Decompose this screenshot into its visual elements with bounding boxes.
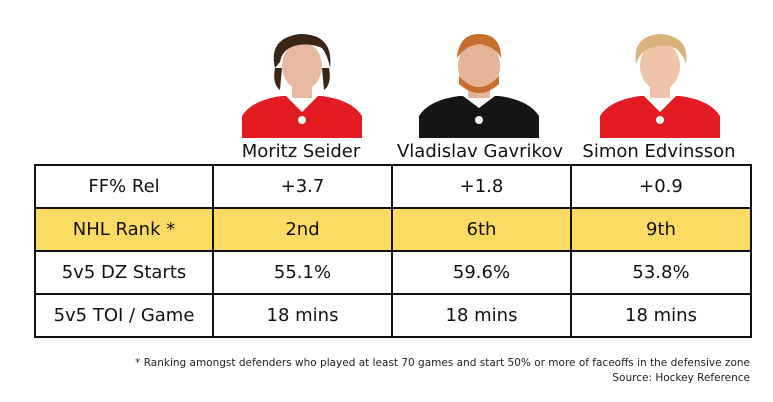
table-cell: 18 mins: [391, 293, 572, 338]
player-headshot-image: [242, 28, 362, 138]
player-name: Vladislav Gavrikov: [396, 141, 564, 162]
table-row-nhl-rank: NHL Rank * 2nd 6th 9th: [34, 207, 752, 252]
footnote-note: * Ranking amongst defenders who played a…: [135, 357, 750, 369]
row-label: NHL Rank *: [34, 207, 214, 252]
table-cell: +0.9: [570, 164, 752, 209]
table-cell: 55.1%: [212, 250, 393, 295]
row-label: FF% Rel: [34, 164, 214, 209]
table-cell: +3.7: [212, 164, 393, 209]
table-cell: 9th: [570, 207, 752, 252]
row-label: 5v5 TOI / Game: [34, 293, 214, 338]
table-row-toi: 5v5 TOI / Game 18 mins 18 mins 18 mins: [34, 293, 752, 338]
player-photo: [600, 28, 720, 138]
row-label: 5v5 DZ Starts: [34, 250, 214, 295]
table-cell: +1.8: [391, 164, 572, 209]
player-name: Simon Edvinsson: [582, 141, 736, 162]
table-cell: 53.8%: [570, 250, 752, 295]
player-name: Moritz Seider: [241, 141, 361, 162]
player-headshot-image: [419, 28, 539, 138]
table-row-ff-rel: FF% Rel +3.7 +1.8 +0.9: [34, 164, 752, 209]
table-cell: 59.6%: [391, 250, 572, 295]
footnote: * Ranking amongst defenders who played a…: [135, 356, 750, 386]
player-headshot-image: [600, 28, 720, 138]
table-cell: 18 mins: [212, 293, 393, 338]
stats-table: FF% Rel +3.7 +1.8 +0.9 NHL Rank * 2nd 6t…: [34, 164, 752, 338]
table-cell: 2nd: [212, 207, 393, 252]
table-row-dz-starts: 5v5 DZ Starts 55.1% 59.6% 53.8%: [34, 250, 752, 295]
footnote-source: Source: Hockey Reference: [612, 372, 750, 384]
player-photo: [242, 28, 362, 138]
player-photo: [419, 28, 539, 138]
table-cell: 6th: [391, 207, 572, 252]
table-cell: 18 mins: [570, 293, 752, 338]
